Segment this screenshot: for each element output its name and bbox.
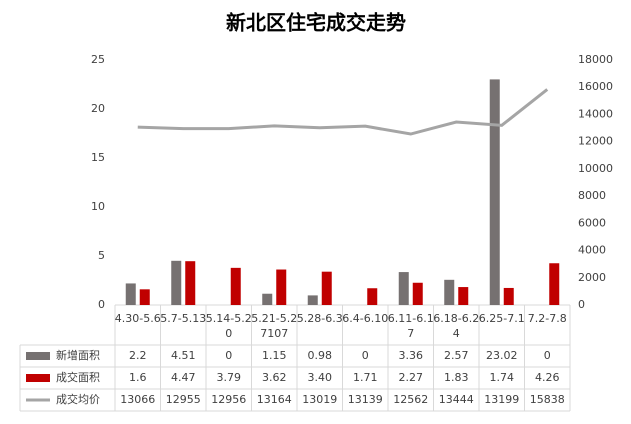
legend-key <box>26 374 50 382</box>
table-cell: 0.98 <box>308 349 333 362</box>
table-cell: 4.26 <box>535 371 560 384</box>
y-tick-label: 15 <box>91 151 105 164</box>
legend-label: 成交均价 <box>56 392 100 406</box>
y2-tick-label: 18000 <box>578 53 613 66</box>
table-cell: 3.79 <box>217 371 242 384</box>
y2-tick-label: 8000 <box>578 189 606 202</box>
table-cell: 13019 <box>302 393 337 406</box>
bar <box>139 289 150 305</box>
bar <box>171 260 182 305</box>
table-cell: 15838 <box>530 393 565 406</box>
y-tick-label: 10 <box>91 200 105 213</box>
table-cell: 4.47 <box>171 371 196 384</box>
table-cell: 1.6 <box>129 371 147 384</box>
table-cell: 13139 <box>348 393 383 406</box>
y-tick-label: 0 <box>98 298 105 311</box>
y-tick-label: 5 <box>98 249 105 262</box>
table-cell: 0 <box>362 349 369 362</box>
table-cell: 13164 <box>257 393 292 406</box>
bar <box>549 263 560 305</box>
bar <box>307 295 318 305</box>
bar <box>276 269 287 305</box>
table-cell: 23.02 <box>486 349 518 362</box>
table-cell: 3.40 <box>308 371 333 384</box>
table-cell: 12955 <box>166 393 201 406</box>
legend-key <box>26 352 50 360</box>
x-tick-label: 6.11-6.1 7 <box>388 312 434 340</box>
y2-tick-label: 12000 <box>578 135 613 148</box>
y2-tick-label: 0 <box>578 298 585 311</box>
table-cell: 0 <box>225 349 232 362</box>
y2-tick-label: 16000 <box>578 80 613 93</box>
table-cell: 12956 <box>211 393 246 406</box>
x-tick-label: 7.2-7.8 <box>528 312 567 325</box>
table-cell: 12562 <box>393 393 428 406</box>
bar <box>262 293 273 305</box>
table-cell: 13199 <box>484 393 519 406</box>
table-cell: 1.15 <box>262 349 287 362</box>
legend-label: 新增面积 <box>56 348 100 362</box>
y2-tick-label: 2000 <box>578 271 606 284</box>
table-cell: 0 <box>544 349 551 362</box>
y2-tick-label: 14000 <box>578 107 613 120</box>
table-cell: 1.71 <box>353 371 378 384</box>
x-tick-label: 4.30-5.6 <box>115 312 161 325</box>
y2-tick-label: 6000 <box>578 216 606 229</box>
table-cell: 2.57 <box>444 349 469 362</box>
bar <box>185 261 196 305</box>
bar <box>503 287 514 305</box>
y2-tick-label: 10000 <box>578 162 613 175</box>
bar <box>321 271 332 305</box>
table-cell: 13444 <box>439 393 474 406</box>
bar <box>398 272 409 305</box>
x-tick-label: 5.7-5.13 <box>160 312 206 325</box>
table-cell: 1.83 <box>444 371 469 384</box>
bar <box>125 283 136 305</box>
x-tick-label: 5.21-5.2 7107 <box>251 312 297 340</box>
bar <box>412 282 423 305</box>
line <box>137 88 549 136</box>
table-cell: 13066 <box>120 393 155 406</box>
table-cell: 1.74 <box>490 371 515 384</box>
bar <box>367 288 378 305</box>
table-cell: 4.51 <box>171 349 196 362</box>
bar <box>489 79 500 306</box>
table-cell: 2.27 <box>399 371 424 384</box>
bar <box>444 279 455 305</box>
table-cell: 2.2 <box>129 349 147 362</box>
bar <box>230 267 241 305</box>
x-tick-label: 5.14-5.2 0 <box>206 312 252 340</box>
y-tick-label: 20 <box>91 102 105 115</box>
x-tick-label: 5.28-6.3 <box>297 312 343 325</box>
chart-title: 新北区住宅成交走势 <box>226 11 406 35</box>
y2-tick-label: 4000 <box>578 244 606 257</box>
legend-label: 成交面积 <box>56 370 100 384</box>
table-cell: 3.36 <box>399 349 424 362</box>
x-tick-label: 6.4-6.10 <box>342 312 388 325</box>
x-tick-label: 6.25-7.1 <box>479 312 525 325</box>
bar <box>458 287 469 305</box>
table-cell: 3.62 <box>262 371 287 384</box>
y-tick-label: 25 <box>91 53 105 66</box>
x-tick-label: 6.18-6.2 4 <box>433 312 479 340</box>
